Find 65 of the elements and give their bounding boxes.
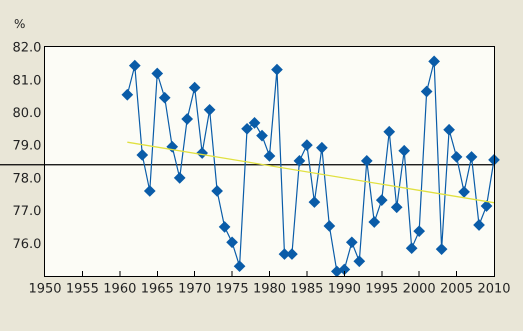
point bbox=[436, 243, 448, 256]
point bbox=[480, 200, 492, 212]
point bbox=[188, 82, 201, 94]
point bbox=[248, 117, 260, 129]
point bbox=[390, 201, 403, 214]
point bbox=[383, 126, 396, 138]
point bbox=[466, 151, 478, 163]
point bbox=[218, 221, 230, 233]
point bbox=[234, 260, 246, 272]
point bbox=[398, 144, 410, 157]
y-tick-label: 79.0 bbox=[12, 138, 42, 154]
y-tick-label: 77.0 bbox=[12, 204, 42, 220]
x-tick-label: 1965 bbox=[140, 282, 174, 297]
x-tick-label: 1990 bbox=[328, 282, 361, 297]
point bbox=[174, 172, 186, 184]
point bbox=[294, 155, 306, 167]
point bbox=[316, 142, 328, 154]
x-tick-label: 1975 bbox=[216, 282, 249, 297]
point bbox=[121, 88, 134, 101]
x-tick-label: 1955 bbox=[66, 282, 99, 297]
point bbox=[301, 139, 313, 151]
x-tick-label: 1960 bbox=[103, 282, 136, 297]
point bbox=[473, 219, 485, 231]
point bbox=[428, 56, 440, 68]
x-tick-label: 1995 bbox=[365, 282, 398, 297]
point bbox=[181, 113, 194, 125]
point bbox=[211, 185, 223, 197]
point bbox=[406, 242, 418, 254]
point bbox=[450, 151, 462, 163]
point bbox=[241, 122, 253, 135]
point bbox=[458, 186, 470, 198]
x-tick-label: 2000 bbox=[402, 282, 436, 297]
point bbox=[264, 150, 276, 162]
point bbox=[144, 185, 156, 197]
point bbox=[368, 216, 380, 228]
point bbox=[346, 236, 358, 248]
point bbox=[324, 220, 336, 232]
x-tick-label: 1985 bbox=[290, 282, 324, 297]
x-tick-label: 1950 bbox=[28, 282, 62, 297]
point bbox=[204, 104, 216, 116]
point bbox=[128, 60, 141, 72]
y-tick-label: 81.0 bbox=[12, 73, 42, 88]
point bbox=[136, 149, 148, 161]
point bbox=[338, 264, 350, 276]
x-tick-label: 1980 bbox=[252, 282, 286, 297]
x-tick-label: 2010 bbox=[477, 282, 511, 297]
point bbox=[353, 255, 366, 268]
y-tick-label: 76.0 bbox=[12, 236, 42, 252]
point bbox=[256, 130, 268, 142]
point bbox=[413, 225, 426, 238]
x-tick-label: 2005 bbox=[440, 282, 474, 297]
point bbox=[376, 194, 388, 206]
point bbox=[158, 92, 171, 104]
point bbox=[443, 124, 455, 136]
point bbox=[360, 155, 373, 167]
y-tick-label: 82.0 bbox=[12, 40, 42, 56]
point bbox=[226, 236, 238, 248]
x-tick-label: 1970 bbox=[178, 282, 212, 297]
y-axis-title: % bbox=[14, 17, 26, 31]
point bbox=[271, 64, 283, 76]
point bbox=[420, 86, 432, 98]
point bbox=[308, 196, 320, 208]
y-tick-label: 80.0 bbox=[12, 106, 42, 121]
point bbox=[151, 68, 164, 80]
y-tick-label: 78.0 bbox=[12, 171, 42, 186]
